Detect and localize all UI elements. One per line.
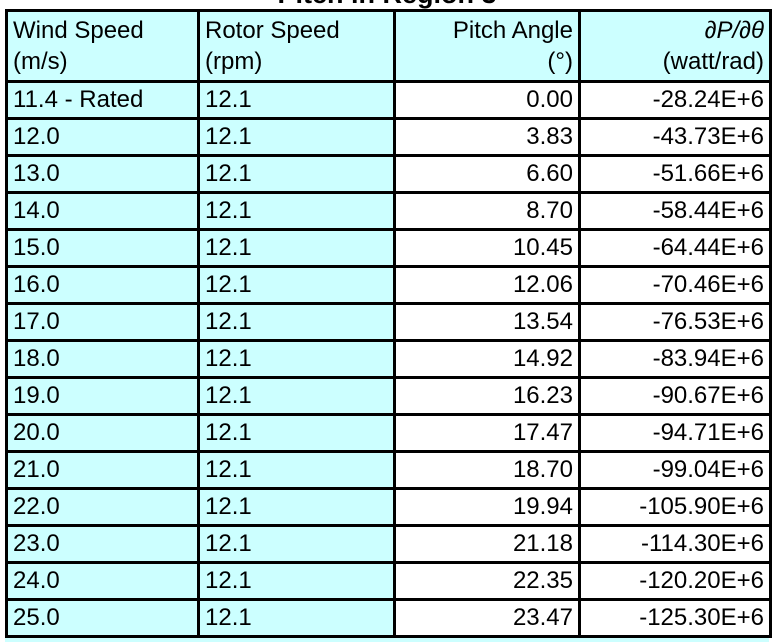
pitch-region3-table: Wind Speed (m/s) Rotor Speed (rpm) Pitch Ang… [5,9,772,638]
table-row: 18.0 12.1 14.92 -83.94E+6 [5,339,772,379]
table-cell-rotor-speed: 12.1 [197,228,396,268]
table-row: 13.0 12.1 6.60 -51.66E+6 [5,154,772,194]
table-cell-wind-speed: 13.0 [5,154,200,194]
table-row: 19.0 12.1 16.23 -90.67E+6 [5,376,772,416]
table-row: 23.0 12.1 21.18 -114.30E+6 [5,524,772,564]
table-cell-wind-speed: 24.0 [5,561,200,601]
table-cell-dp-dtheta: -64.44E+6 [578,228,772,268]
table-cell-wind-speed: 12.0 [5,117,200,157]
table-row: 12.0 12.1 3.83 -43.73E+6 [5,117,772,157]
table-cell-pitch-angle: 10.45 [393,228,581,268]
table-cell-pitch-angle: 16.23 [393,376,581,416]
column-label: Pitch Angle [452,17,573,44]
table-cell-wind-speed: 19.0 [5,376,200,416]
column-label: Wind Speed [13,17,144,44]
column-header-wind-speed: Wind Speed (m/s) [5,9,200,83]
table-cell-wind-speed: 18.0 [5,339,200,379]
table-cell-rotor-speed: 12.1 [197,376,396,416]
table-cell-wind-speed: 20.0 [5,413,200,453]
cutoff-next-row-strip [5,638,769,642]
table-cell-rotor-speed: 12.1 [197,561,396,601]
table-cell-wind-speed: 16.0 [5,265,200,305]
table-row: 15.0 12.1 10.45 -64.44E+6 [5,228,772,268]
table-cell-dp-dtheta: -76.53E+6 [578,302,772,342]
table-cell-wind-speed: 17.0 [5,302,200,342]
column-label: ∂P/∂θ [704,17,764,44]
table-cell-pitch-angle: 0.00 [393,80,581,120]
table-row: 14.0 12.1 8.70 -58.44E+6 [5,191,772,231]
table-cell-pitch-angle: 22.35 [393,561,581,601]
table-row: 16.0 12.1 12.06 -70.46E+6 [5,265,772,305]
table-cell-wind-speed: 23.0 [5,524,200,564]
table-body: 11.4 - Rated 12.1 0.00 -28.24E+6 12.0 12.1 3.8… [5,80,772,638]
table-row: 22.0 12.1 19.94 -105.90E+6 [5,487,772,527]
column-unit: (watt/rad) [662,48,764,75]
table-cell-rotor-speed: 12.1 [197,524,396,564]
table-cell-pitch-angle: 12.06 [393,265,581,305]
table-cell-pitch-angle: 21.18 [393,524,581,564]
table-cell-rotor-speed: 12.1 [197,117,396,157]
table-header-row: Wind Speed (m/s) Rotor Speed (rpm) Pitch Ang… [5,9,772,83]
table-cell-pitch-angle: 19.94 [393,487,581,527]
column-header-dp-dtheta: ∂P/∂θ (watt/rad) [578,9,772,83]
table-cell-dp-dtheta: -58.44E+6 [578,191,772,231]
table-row: 17.0 12.1 13.54 -76.53E+6 [5,302,772,342]
table-cell-dp-dtheta: -94.71E+6 [578,413,772,453]
table-cell-dp-dtheta: -114.30E+6 [578,524,772,564]
column-unit: (m/s) [13,48,68,75]
table-cell-pitch-angle: 6.60 [393,154,581,194]
table-cell-wind-speed: 14.0 [5,191,200,231]
table-cell-dp-dtheta: -120.20E+6 [578,561,772,601]
table-cell-dp-dtheta: -83.94E+6 [578,339,772,379]
table-cell-pitch-angle: 17.47 [393,413,581,453]
table-title: Pitch in Region 3 [0,0,774,9]
table-cell-rotor-speed: 12.1 [197,265,396,305]
table-cell-wind-speed: 21.0 [5,450,200,490]
table-cell-wind-speed: 25.0 [5,598,200,638]
table-cell-dp-dtheta: -90.67E+6 [578,376,772,416]
table-cell-dp-dtheta: -105.90E+6 [578,487,772,527]
table-cell-dp-dtheta: -125.30E+6 [578,598,772,638]
table-cell-pitch-angle: 23.47 [393,598,581,638]
table-cell-rotor-speed: 12.1 [197,487,396,527]
table-cell-rotor-speed: 12.1 [197,339,396,379]
column-header-pitch-angle: Pitch Angle (°) [393,9,581,83]
table-row: 20.0 12.1 17.47 -94.71E+6 [5,413,772,453]
table-row: 24.0 12.1 22.35 -120.20E+6 [5,561,772,601]
table-cell-pitch-angle: 14.92 [393,339,581,379]
table-cell-dp-dtheta: -51.66E+6 [578,154,772,194]
table-cell-pitch-angle: 18.70 [393,450,581,490]
title-clip-region: Pitch in Region 3 [0,0,774,9]
table-row: 11.4 - Rated 12.1 0.00 -28.24E+6 [5,80,772,120]
column-label: Rotor Speed [205,17,340,44]
table-cell-dp-dtheta: -99.04E+6 [578,450,772,490]
column-unit: (rpm) [205,48,263,75]
table-cell-dp-dtheta: -43.73E+6 [578,117,772,157]
table-cell-rotor-speed: 12.1 [197,154,396,194]
table-cell-wind-speed: 15.0 [5,228,200,268]
table-cell-wind-speed: 22.0 [5,487,200,527]
table-cell-rotor-speed: 12.1 [197,80,396,120]
table-cell-rotor-speed: 12.1 [197,302,396,342]
table-cell-rotor-speed: 12.1 [197,598,396,638]
column-unit: (°) [547,48,573,75]
table-cell-rotor-speed: 12.1 [197,191,396,231]
table-cell-pitch-angle: 3.83 [393,117,581,157]
table-cell-rotor-speed: 12.1 [197,450,396,490]
table-row: 21.0 12.1 18.70 -99.04E+6 [5,450,772,490]
table-row: 25.0 12.1 23.47 -125.30E+6 [5,598,772,638]
column-header-rotor-speed: Rotor Speed (rpm) [197,9,396,83]
table-cell-wind-speed: 11.4 - Rated [5,80,200,120]
table-cell-dp-dtheta: -70.46E+6 [578,265,772,305]
table-cell-pitch-angle: 8.70 [393,191,581,231]
table-cell-pitch-angle: 13.54 [393,302,581,342]
table-cell-rotor-speed: 12.1 [197,413,396,453]
table-cell-dp-dtheta: -28.24E+6 [578,80,772,120]
